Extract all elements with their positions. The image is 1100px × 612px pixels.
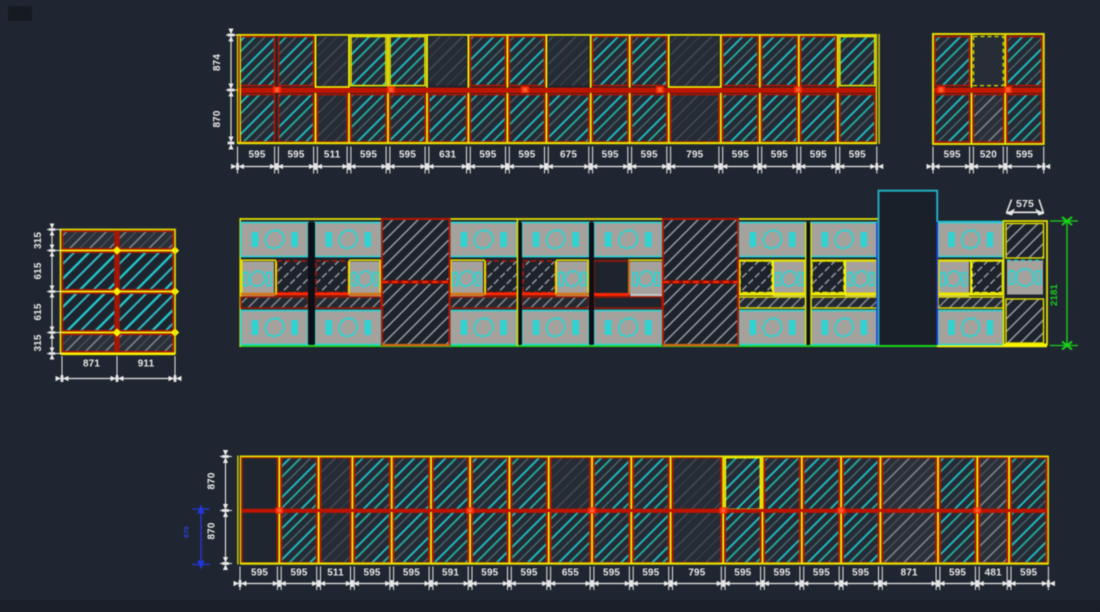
- svg-text:595: 595: [481, 568, 498, 579]
- svg-text:591: 591: [442, 568, 459, 579]
- svg-text:595: 595: [774, 568, 791, 579]
- svg-text:595: 595: [479, 150, 496, 161]
- svg-text:615: 615: [33, 303, 44, 320]
- svg-text:315: 315: [33, 334, 44, 351]
- svg-text:631: 631: [439, 150, 456, 161]
- svg-text:870: 870: [184, 526, 191, 538]
- svg-text:595: 595: [849, 150, 866, 161]
- svg-text:595: 595: [771, 150, 788, 161]
- svg-text:595: 595: [518, 150, 535, 161]
- svg-text:870: 870: [207, 472, 218, 489]
- svg-text:911: 911: [138, 359, 155, 370]
- svg-text:871: 871: [83, 359, 100, 370]
- svg-text:595: 595: [399, 150, 416, 161]
- svg-text:595: 595: [248, 150, 265, 161]
- svg-text:595: 595: [1020, 568, 1037, 579]
- svg-text:615: 615: [33, 262, 44, 279]
- svg-text:595: 595: [360, 150, 377, 161]
- svg-text:595: 595: [287, 150, 304, 161]
- svg-text:871: 871: [901, 568, 918, 579]
- svg-text:595: 595: [1016, 150, 1033, 161]
- svg-text:874: 874: [212, 54, 223, 71]
- svg-text:595: 595: [734, 568, 751, 579]
- svg-text:595: 595: [852, 568, 869, 579]
- svg-text:595: 595: [949, 568, 966, 579]
- svg-text:520: 520: [980, 150, 997, 161]
- svg-text:595: 595: [732, 150, 749, 161]
- svg-text:595: 595: [403, 568, 420, 579]
- svg-text:2181: 2181: [1049, 284, 1060, 306]
- svg-text:481: 481: [985, 568, 1002, 579]
- svg-text:595: 595: [521, 568, 538, 579]
- svg-text:655: 655: [562, 568, 579, 579]
- svg-text:595: 595: [603, 568, 620, 579]
- svg-text:511: 511: [324, 150, 341, 161]
- svg-text:575: 575: [1016, 198, 1034, 210]
- svg-text:595: 595: [642, 568, 659, 579]
- svg-text:595: 595: [290, 568, 307, 579]
- svg-text:595: 595: [813, 568, 830, 579]
- svg-text:870: 870: [212, 110, 223, 127]
- svg-text:315: 315: [33, 232, 44, 249]
- svg-text:795: 795: [688, 568, 705, 579]
- svg-text:595: 595: [641, 150, 658, 161]
- svg-text:595: 595: [810, 150, 827, 161]
- svg-text:511: 511: [327, 568, 344, 579]
- svg-text:595: 595: [364, 568, 381, 579]
- svg-text:595: 595: [602, 150, 619, 161]
- svg-text:795: 795: [686, 150, 703, 161]
- svg-text:870: 870: [207, 522, 218, 539]
- svg-text:595: 595: [944, 150, 961, 161]
- svg-text:595: 595: [251, 568, 268, 579]
- svg-text:675: 675: [560, 150, 577, 161]
